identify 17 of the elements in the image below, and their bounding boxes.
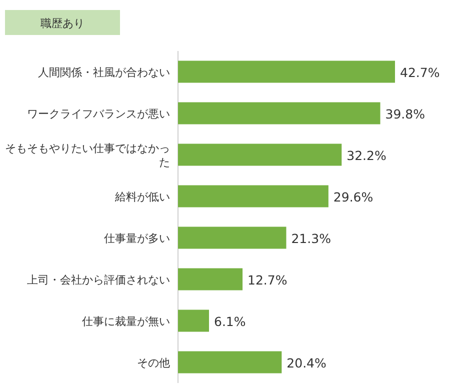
data-label: 42.7% xyxy=(400,64,440,80)
y-tick-label: 仕事に裁量が無い xyxy=(82,314,170,328)
y-tick-label: その他 xyxy=(137,356,170,370)
y-tick-label: 人間関係・社風が合わない xyxy=(38,66,170,79)
y-tick-label: そもそもやりたい仕事ではなかった xyxy=(5,142,170,169)
data-label: 20.4% xyxy=(286,355,327,370)
y-tick-label: ワークライフバランスが悪い xyxy=(27,107,170,120)
y-tick-label: 仕事量が多い xyxy=(104,232,170,245)
data-label: 32.2% xyxy=(346,148,386,163)
data-label: 29.6% xyxy=(333,189,374,204)
data-label: 12.7% xyxy=(248,272,288,288)
data-label: 39.8% xyxy=(385,106,426,122)
title: 職歴あり xyxy=(5,10,120,35)
data-label: 6.1% xyxy=(214,314,246,329)
data-label: 21.3% xyxy=(291,230,332,246)
y-tick-label: 給料が低い xyxy=(114,190,170,204)
y-tick-label: 上司・会社から評価されない xyxy=(27,273,170,286)
